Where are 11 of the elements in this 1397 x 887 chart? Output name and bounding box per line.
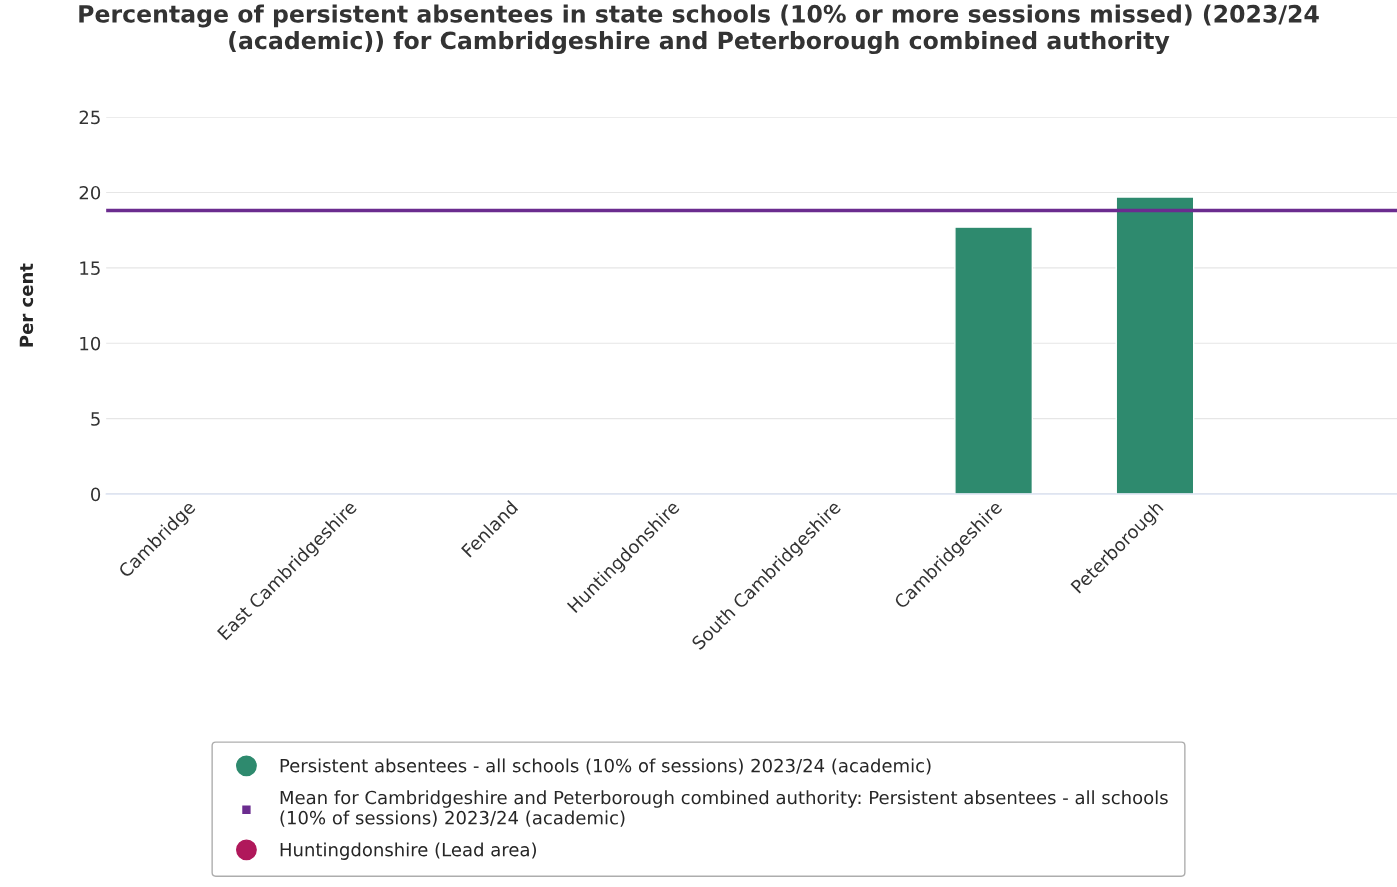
legend-label: Mean for Cambridgeshire and Peterborough combined authority: Persistent absentees - all schools (10% of sessions) 2023/24 (academic) [280, 790, 1168, 827]
y-tick-label: 25 [79, 110, 100, 125]
y-tick-label: 20 [79, 185, 101, 200]
y-tick-label: 15 [80, 261, 100, 275]
y-tick-label: 0 [91, 487, 101, 502]
legend-label: Huntingdonshire (Lead area) [280, 842, 536, 860]
y-axis-title: Per cent [19, 263, 34, 347]
chart-title: Percentage of persistent absentees in state schools (10% or more sessions missed) (2023/24 (academic)) for Cambridgeshire and Peterborough combined authority [79, 4, 1319, 55]
y-tick-label: 5 [91, 412, 100, 426]
y-tick-label: 10 [80, 336, 101, 351]
legend-label: Persistent absentees - all schools (10% of sessions) 2023/24 (academic) [280, 758, 931, 775]
